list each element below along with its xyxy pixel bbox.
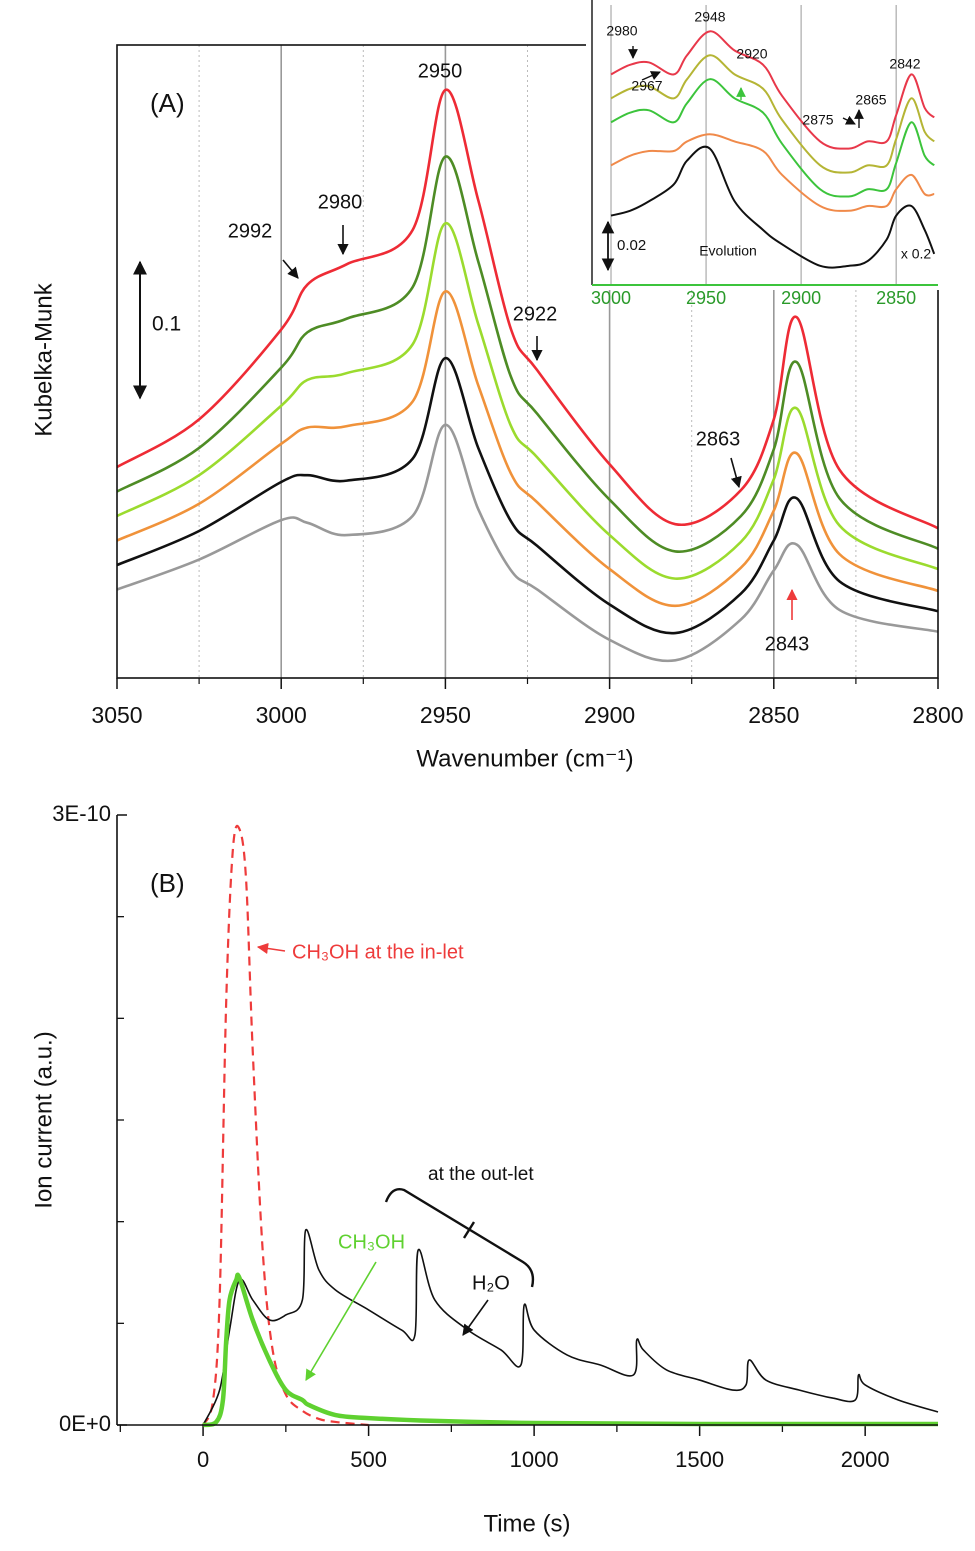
x-tick-label: 1000 [510, 1447, 559, 1472]
annotation: 2992 [228, 220, 273, 242]
x-tick-label: 2900 [584, 702, 635, 728]
y-tick-label: 0E+0 [59, 1411, 111, 1436]
annotation: 2967 [631, 78, 662, 94]
annotation: at the out-let [428, 1164, 534, 1185]
y-tick-label: 3E-10 [52, 801, 111, 826]
series-line [116, 155, 939, 553]
x-tick-label: 2850 [876, 288, 916, 308]
series-line [116, 356, 939, 635]
x-axis-title: Wavenumber (cm⁻¹) [416, 745, 633, 772]
series-line [116, 290, 939, 608]
series-line [610, 78, 935, 198]
annotation: 2922 [513, 303, 558, 325]
annotation-arrow [842, 115, 856, 125]
annotation-arrow [256, 942, 286, 955]
annotation-arrow [730, 457, 742, 489]
annotation: (B) [150, 868, 185, 898]
x-tick-label: 3050 [91, 702, 142, 728]
series-label: CH₃OH at the in-let [292, 941, 464, 963]
series-label: CH₃OH [338, 1231, 405, 1253]
series-line [202, 1229, 939, 1426]
series-line [202, 1272, 939, 1428]
annotation-arrow [282, 259, 299, 279]
series-line [116, 222, 939, 580]
x-tick-label: 2800 [912, 702, 963, 728]
series-line [610, 54, 935, 174]
x-tick-label: 2950 [420, 702, 471, 728]
x-tick-label: 2950 [686, 288, 726, 308]
x-tick-label: 1500 [675, 1447, 724, 1472]
annotation: Evolution [699, 243, 757, 259]
annotation: 2863 [696, 428, 741, 450]
annotation: 2948 [694, 9, 725, 25]
plot-frame [116, 44, 939, 679]
annotation-arrow [305, 1261, 377, 1381]
x-tick-label: 3000 [256, 702, 307, 728]
annotation: 2875 [802, 112, 833, 128]
series-line [610, 30, 935, 150]
annotation: 2980 [318, 191, 363, 213]
x-tick-label: 2850 [748, 702, 799, 728]
annotation: 2842 [889, 56, 920, 72]
annotation: x 0.2 [901, 246, 932, 262]
series-line [202, 824, 369, 1427]
inset-background [586, 0, 975, 290]
x-tick-label: 0 [197, 1447, 209, 1472]
annotation: (A) [150, 88, 185, 118]
series-label: H₂O [472, 1272, 510, 1294]
series-line [116, 88, 939, 530]
scale-bar-label: 0.02 [617, 237, 646, 254]
x-tick-label: 3000 [591, 288, 631, 308]
annotation-arrow [462, 1299, 489, 1336]
x-tick-label: 500 [350, 1447, 387, 1472]
y-axis-title: Ion current (a.u.) [30, 1031, 57, 1208]
annotation: 2865 [855, 92, 886, 108]
x-axis-title: Time (s) [483, 1510, 570, 1537]
bracket [384, 1188, 535, 1288]
series-line [116, 423, 939, 663]
annotation-arrow [641, 71, 661, 81]
scale-bar-label: 0.1 [152, 313, 181, 336]
annotation: 2843 [765, 633, 810, 655]
series-line [610, 133, 935, 212]
annotation: 2920 [736, 46, 767, 62]
annotation: 2980 [606, 23, 637, 39]
annotation: 2950 [418, 60, 463, 82]
y-axis-title: Kubelka-Munk [30, 282, 57, 436]
x-tick-label: 2000 [841, 1447, 890, 1472]
series-line [610, 145, 936, 269]
x-tick-label: 2900 [781, 288, 821, 308]
